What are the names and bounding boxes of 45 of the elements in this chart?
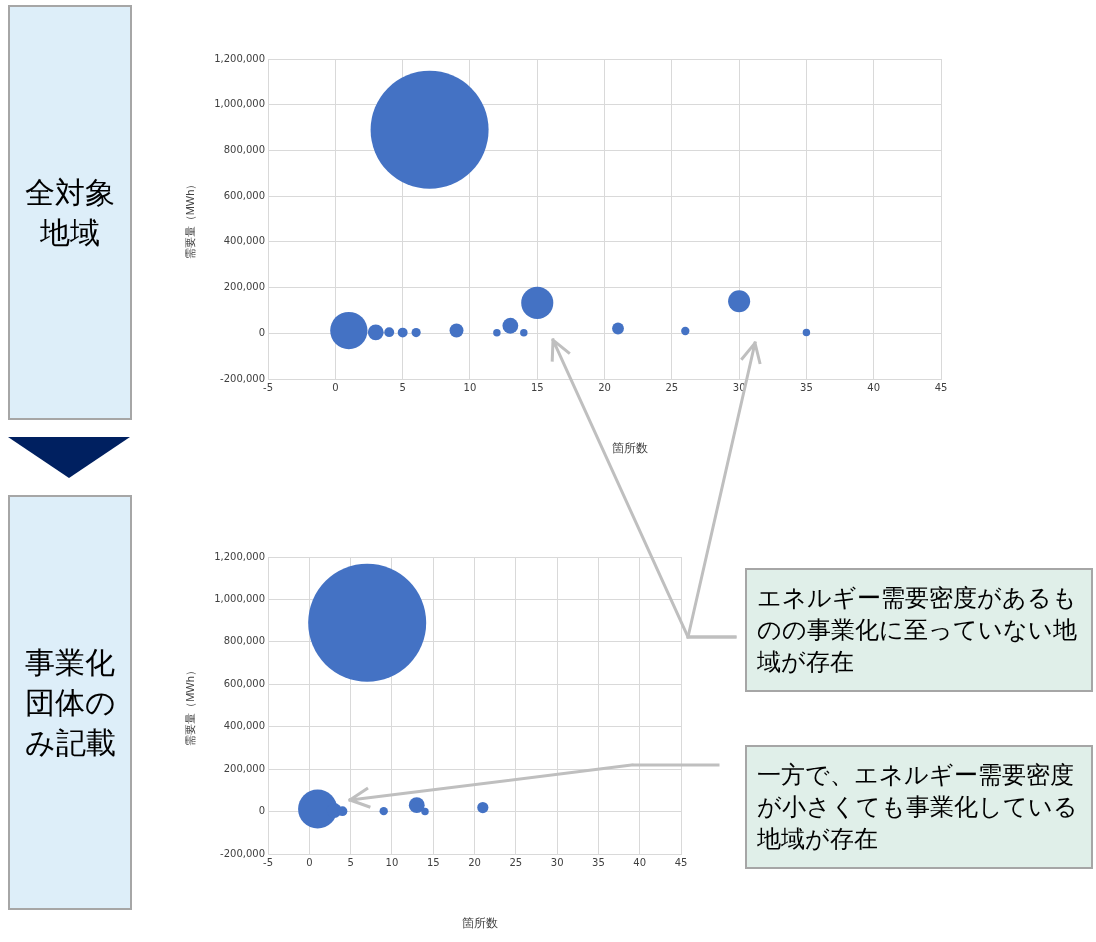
x-tick-label: 5 — [347, 856, 354, 868]
x-tick-label: -5 — [263, 381, 274, 393]
x-tick-label: 0 — [332, 381, 339, 393]
y-tick-label: 0 — [258, 805, 266, 817]
x-tick-label: 25 — [665, 381, 679, 393]
x-tick-label: 15 — [426, 856, 440, 868]
x-tick-label: 10 — [463, 381, 477, 393]
y-tick-label: 200,000 — [223, 281, 266, 293]
y-tick-label: 1,200,000 — [214, 550, 266, 562]
x-tick-label: 15 — [530, 381, 544, 393]
x-tick-label: 10 — [385, 856, 399, 868]
y-axis-title: 需要量（MWh） — [183, 665, 196, 746]
x-axis-title: 箇所数 — [462, 915, 498, 932]
y-tick-label: 1,000,000 — [214, 98, 266, 110]
x-tick-label: 5 — [399, 381, 406, 393]
y-tick-label: 0 — [258, 326, 266, 338]
x-axis-title: 箇所数 — [612, 440, 648, 457]
x-tick-label: 20 — [468, 856, 481, 868]
x-tick-label: -5 — [263, 856, 274, 868]
y-tick-label: 600,000 — [223, 189, 266, 201]
y-tick-label: 400,000 — [223, 720, 266, 732]
x-tick-label: 25 — [509, 856, 523, 868]
y-tick-label: -200,000 — [220, 847, 266, 859]
x-tick-label: 35 — [592, 856, 605, 868]
text: 全対象地域 — [8, 5, 132, 420]
y-axis-title: 需要量（MWh） — [183, 178, 196, 260]
y-tick-label: 400,000 — [223, 235, 266, 247]
y-tick-label: 1,200,000 — [214, 52, 266, 64]
text: 一方で、エネルギー需要密度が小さくても事業化している地域が存在 — [745, 745, 1093, 869]
y-tick-label: -200,000 — [220, 372, 266, 384]
text: エネルギー需要密度があるものの事業化に至っていない地域が存在 — [745, 568, 1093, 692]
y-tick-label: 800,000 — [223, 635, 266, 647]
x-tick-label: 40 — [867, 381, 881, 393]
x-tick-label: 20 — [598, 381, 611, 393]
x-tick-label: 30 — [550, 856, 564, 868]
y-tick-label: 800,000 — [223, 144, 266, 156]
x-tick-label: 0 — [306, 856, 313, 868]
x-tick-label: 45 — [934, 381, 948, 393]
x-tick-label: 35 — [800, 381, 813, 393]
y-tick-label: 600,000 — [223, 677, 266, 689]
x-tick-label: 40 — [633, 856, 647, 868]
text: 事業化団体のみ記載 — [8, 495, 132, 910]
x-tick-label: 45 — [674, 856, 688, 868]
y-tick-label: 1,000,000 — [214, 593, 266, 605]
y-tick-label: 200,000 — [223, 762, 266, 774]
